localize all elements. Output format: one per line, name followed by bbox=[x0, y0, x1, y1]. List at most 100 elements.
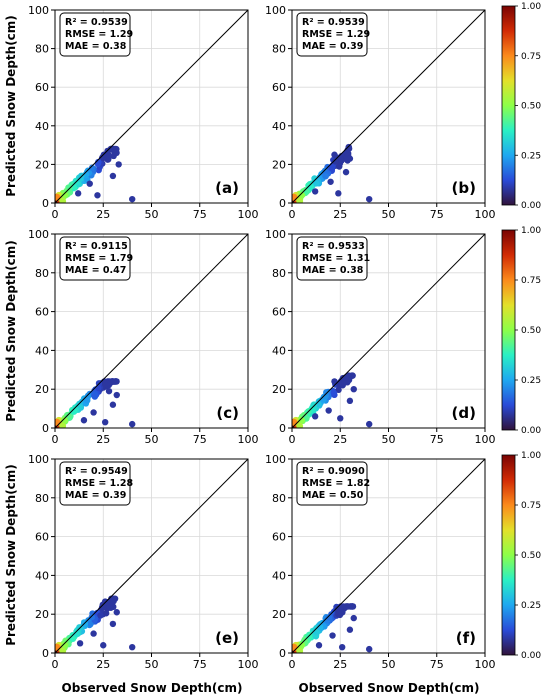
one-to-one-line bbox=[292, 234, 485, 428]
y-tick-label: 40 bbox=[35, 120, 49, 133]
y-tick-label: 0 bbox=[42, 197, 49, 210]
scatter-point bbox=[115, 161, 122, 168]
scatter-point bbox=[66, 184, 73, 191]
x-tick-label: 25 bbox=[96, 208, 110, 221]
scatter-points bbox=[292, 143, 373, 203]
scatter-point bbox=[311, 413, 319, 420]
scatter-point bbox=[327, 178, 334, 185]
scatter-point bbox=[101, 418, 109, 426]
colorbar-tick-label: 0.50 bbox=[521, 326, 541, 336]
y-tick-label: 0 bbox=[279, 422, 286, 435]
y-tick-label: 40 bbox=[272, 344, 286, 357]
panel-label: (f) bbox=[456, 629, 476, 647]
stat-line: MAE = 0.38 bbox=[65, 41, 127, 52]
y-tick-label: 0 bbox=[279, 647, 286, 660]
y-tick-label: 40 bbox=[272, 569, 286, 582]
y-tick-label: 40 bbox=[35, 344, 49, 357]
scatter-point bbox=[325, 407, 332, 414]
scatter-point bbox=[88, 613, 95, 621]
y-tick-label: 40 bbox=[35, 569, 49, 582]
scatter-point bbox=[78, 172, 85, 179]
colorbar-tick-label: 0.50 bbox=[521, 102, 541, 112]
colorbar-tick-label: 1.00 bbox=[521, 226, 541, 236]
scatter-point bbox=[105, 153, 113, 160]
x-tick-label: 25 bbox=[333, 658, 347, 671]
y-tick-label: 60 bbox=[35, 531, 49, 544]
y-tick-label: 80 bbox=[272, 43, 286, 56]
y-tick-label: 0 bbox=[279, 197, 286, 210]
x-axis-title-left: Observed Snow Depth(cm) bbox=[62, 681, 243, 695]
scatter-point bbox=[129, 195, 136, 203]
colorbar-tick-label: 0.75 bbox=[521, 52, 541, 62]
y-tick-label: 20 bbox=[272, 383, 286, 396]
x-tick-label: 75 bbox=[193, 658, 207, 671]
stat-line: RMSE = 1.28 bbox=[65, 478, 134, 489]
y-tick-label: 0 bbox=[42, 422, 49, 435]
scatter-point bbox=[337, 603, 344, 611]
scatter-point bbox=[346, 626, 354, 633]
scatter-point bbox=[366, 420, 373, 428]
x-tick-label: 50 bbox=[382, 433, 396, 446]
scatter-point bbox=[102, 610, 110, 617]
scatter-point bbox=[332, 158, 339, 165]
panel-label: (b) bbox=[452, 179, 476, 197]
y-tick-label: 100 bbox=[265, 4, 286, 17]
scatter-point bbox=[366, 645, 373, 653]
y-tick-label: 80 bbox=[35, 267, 49, 280]
x-tick-label: 25 bbox=[96, 433, 110, 446]
scatter-point bbox=[329, 632, 336, 639]
scatter-point bbox=[76, 640, 84, 647]
x-tick-label: 100 bbox=[475, 208, 496, 221]
scatter-point bbox=[315, 642, 323, 649]
scatter-point-dense bbox=[298, 416, 306, 424]
scatter-point bbox=[87, 620, 94, 628]
y-tick-label: 60 bbox=[272, 306, 286, 319]
scatter-point-dense bbox=[61, 191, 69, 199]
y-tick-label: 60 bbox=[35, 306, 49, 319]
x-tick-label: 50 bbox=[382, 658, 396, 671]
scatter-points bbox=[55, 378, 136, 428]
stat-line: RMSE = 1.29 bbox=[302, 29, 370, 40]
scatter-point bbox=[113, 391, 120, 399]
scatter-point bbox=[95, 158, 102, 166]
scatter-point bbox=[350, 386, 357, 393]
scatter-point bbox=[100, 642, 107, 649]
x-tick-label: 0 bbox=[52, 208, 59, 221]
scatter-point bbox=[325, 614, 333, 621]
y-tick-label: 60 bbox=[35, 81, 49, 94]
scatter-point bbox=[346, 397, 354, 405]
scatter-point bbox=[338, 643, 346, 651]
stat-line: MAE = 0.50 bbox=[302, 490, 364, 501]
scatter-point-dense bbox=[298, 191, 306, 199]
x-tick-label: 100 bbox=[475, 658, 496, 671]
y-tick-label: 80 bbox=[35, 43, 49, 56]
scatter-point bbox=[74, 190, 82, 197]
colorbar-gradient bbox=[501, 5, 516, 206]
scatter-point bbox=[331, 151, 338, 158]
x-tick-label: 0 bbox=[289, 433, 296, 446]
y-tick-label: 80 bbox=[35, 492, 49, 505]
scatter-points bbox=[292, 603, 373, 653]
colorbar-tick-label: 0.75 bbox=[521, 276, 541, 286]
scatter-point bbox=[330, 389, 337, 396]
scatter-point bbox=[311, 188, 319, 195]
colorbar-tick-label: 0.25 bbox=[521, 376, 541, 386]
colorbar-tick-label: 1.00 bbox=[521, 451, 541, 461]
y-axis-title-row2: Predicted Snow Depth(cm) bbox=[4, 240, 18, 422]
stat-line: RMSE = 1.82 bbox=[302, 478, 370, 489]
colorbar-gradient bbox=[501, 454, 516, 656]
scatter-point bbox=[84, 397, 91, 404]
x-tick-label: 0 bbox=[52, 658, 59, 671]
y-tick-label: 100 bbox=[28, 4, 49, 17]
scatter-point bbox=[349, 603, 356, 610]
stat-line: R² = 0.9115 bbox=[65, 241, 128, 252]
